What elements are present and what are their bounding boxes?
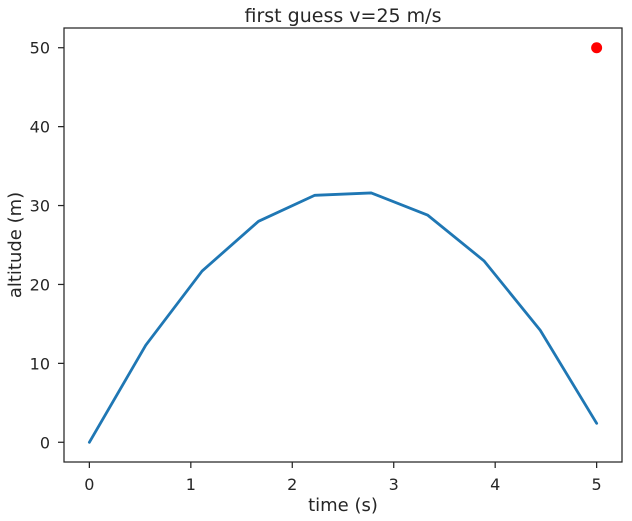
series-line-0: [87, 191, 599, 444]
x-tick-label: 1: [186, 475, 196, 494]
x-tick-label: 5: [592, 475, 602, 494]
y-tick-label: 40: [30, 118, 50, 137]
y-axis-label: altitude (m): [5, 192, 26, 298]
x-tick-label: 0: [84, 475, 94, 494]
scatter-point: [591, 42, 603, 54]
y-tick-label: 0: [40, 433, 50, 452]
x-axis-label: time (s): [308, 495, 378, 516]
y-axis-ticks: 0 10 20 30 40 50: [30, 39, 64, 452]
y-tick-label: 50: [30, 39, 50, 58]
chart-title: first guess v=25 m/s: [245, 5, 442, 27]
x-tick-label: 4: [490, 475, 500, 494]
series-layer: [87, 42, 603, 444]
y-tick-label: 10: [30, 354, 50, 373]
x-tick-label: 2: [287, 475, 297, 494]
y-tick-label: 30: [30, 197, 50, 216]
plot-frame: [63, 27, 623, 463]
y-tick-label: 20: [30, 275, 50, 294]
x-axis-ticks: 0 1 2 3 4 5: [84, 462, 602, 494]
x-tick-label: 3: [389, 475, 399, 494]
